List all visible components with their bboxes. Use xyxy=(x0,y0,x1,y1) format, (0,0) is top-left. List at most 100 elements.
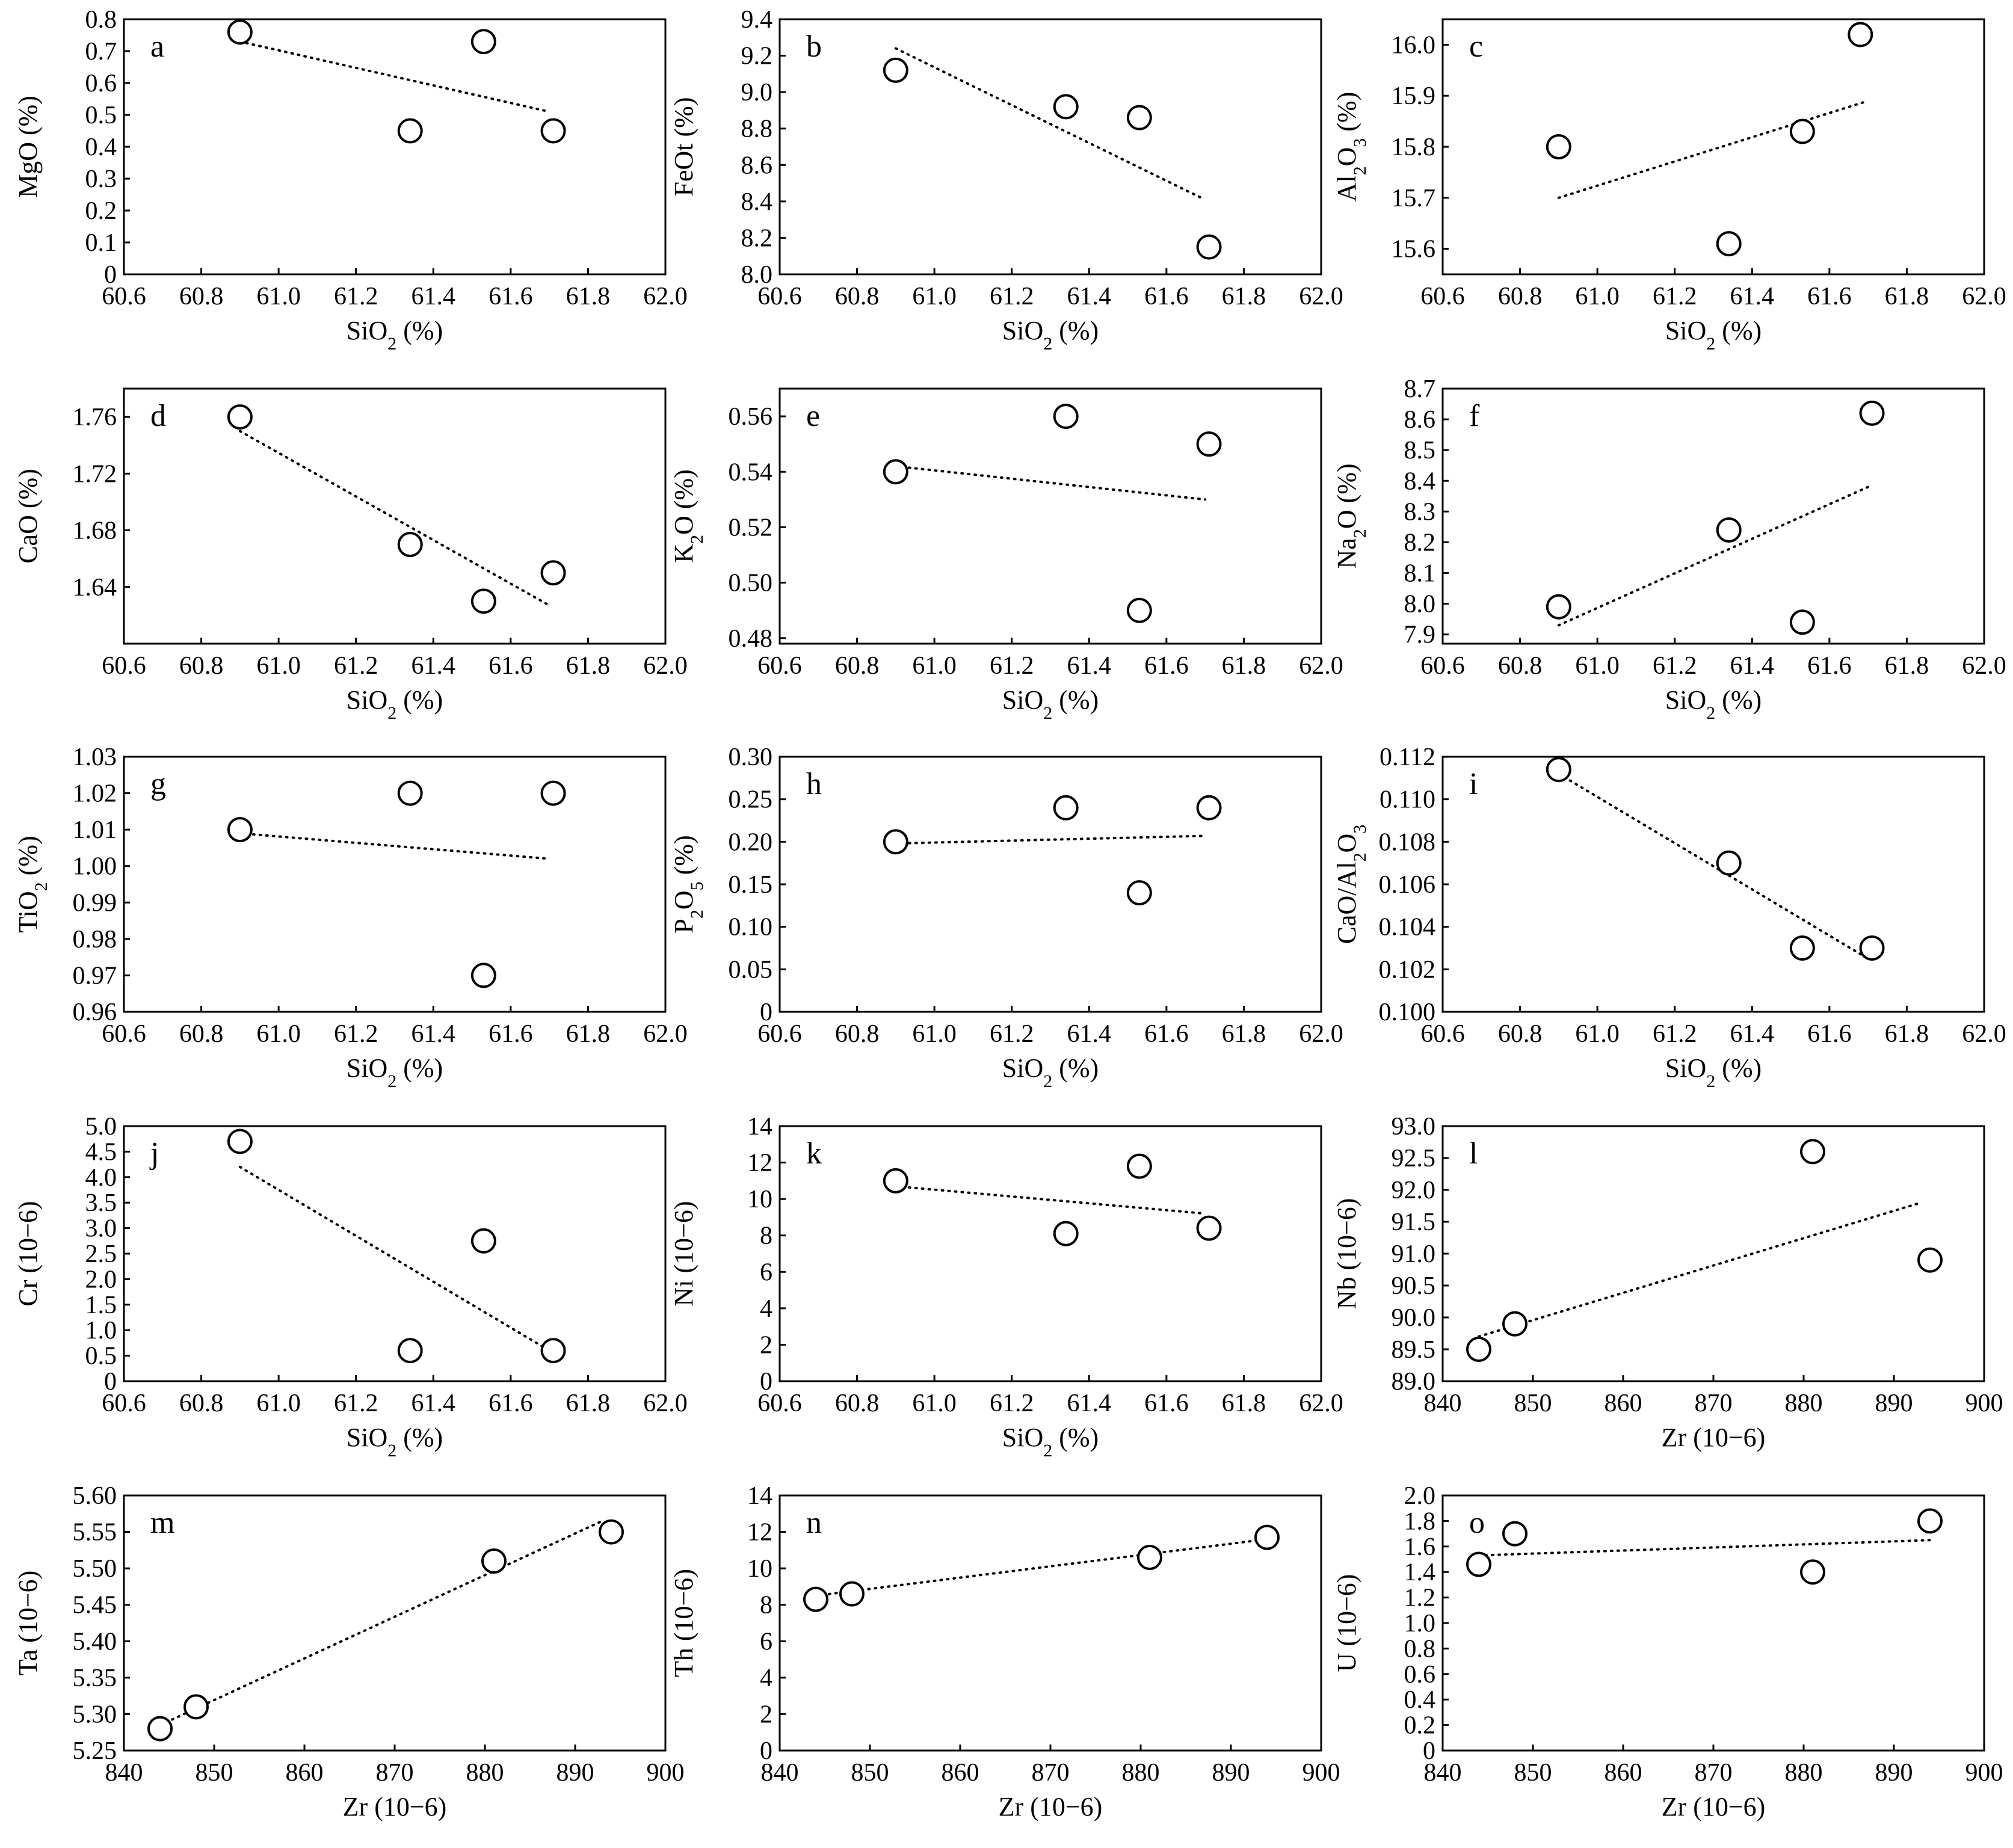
y-axis-title: Al2O3 (%) xyxy=(1332,92,1370,202)
y-tick-label: 8.1 xyxy=(1404,560,1436,588)
x-tick-label: 60.6 xyxy=(757,1390,802,1417)
x-tick-label: 61.8 xyxy=(1885,1020,1929,1048)
y-axis-title: Na2O (%) xyxy=(1332,463,1370,568)
panel-letter: h xyxy=(806,767,822,801)
x-tick-label: 60.8 xyxy=(179,1390,224,1417)
plot-frame xyxy=(1441,387,1985,645)
data-point xyxy=(1800,1559,1825,1585)
y-tick-label: 8.8 xyxy=(741,116,773,143)
data-point xyxy=(1848,22,1873,48)
x-tick-label: 62.0 xyxy=(1299,1390,1343,1417)
x-tick-label: 61.4 xyxy=(412,283,456,310)
y-tick-label: 15.7 xyxy=(1392,185,1436,212)
x-tick-label: 61.0 xyxy=(912,1020,957,1048)
y-tick-label: 90.0 xyxy=(1392,1304,1436,1332)
x-tick-label: 890 xyxy=(1212,1759,1250,1787)
y-tick-label: 0.112 xyxy=(1380,744,1435,771)
y-axis-title: TiO2 (%) xyxy=(13,836,51,932)
data-point xyxy=(883,57,908,83)
y-tick-label: 92.5 xyxy=(1392,1145,1436,1172)
data-point xyxy=(839,1581,865,1607)
y-tick-label: 0.20 xyxy=(729,828,773,856)
y-tick-label: 0.1 xyxy=(85,229,117,257)
y-axis-title: P2O5 (%) xyxy=(669,835,707,933)
x-tick-label: 62.0 xyxy=(1299,1020,1343,1048)
y-axis-title: Ta (10−6) xyxy=(13,1571,43,1675)
y-tick-label: 15.8 xyxy=(1392,134,1436,161)
y-tick-label: 16.0 xyxy=(1392,31,1436,59)
x-tick-label: 61.2 xyxy=(334,1020,378,1048)
x-tick-label: 60.8 xyxy=(1498,283,1543,310)
trend-line xyxy=(238,1165,551,1352)
y-tick-label: 0.98 xyxy=(73,926,117,953)
y-tick-label: 0.97 xyxy=(73,962,117,990)
x-tick-label: 60.6 xyxy=(102,652,146,680)
panel-a: 60.6 60.8 61.0 61.2 61.4 61.6 61.8 62.0 0 0.1 0.2 0… xyxy=(13,6,688,354)
y-tick-label: 0.50 xyxy=(729,570,773,597)
data-point xyxy=(883,459,908,485)
x-tick-label: 900 xyxy=(1965,1390,2003,1417)
y-tick-label: 0 xyxy=(104,261,117,289)
x-tick-label: 870 xyxy=(376,1759,414,1787)
y-tick-label: 0.10 xyxy=(729,914,773,941)
y-tick-label: 0.6 xyxy=(1404,1661,1436,1689)
y-tick-label: 5.30 xyxy=(73,1701,117,1728)
plot-frame xyxy=(123,756,667,1013)
x-tick-label: 850 xyxy=(1514,1390,1552,1417)
y-tick-label: 0.5 xyxy=(85,102,117,129)
y-tick-label: 10 xyxy=(747,1186,772,1213)
x-tick-label: 60.6 xyxy=(1420,1020,1465,1048)
data-point xyxy=(481,1548,507,1574)
x-tick-label: 900 xyxy=(1302,1759,1340,1787)
panel-m: 840 850 860 870 880 890 900 5.25 5.30 5.35 5.40 5.4… xyxy=(13,1482,685,1822)
x-tick-label: 880 xyxy=(1785,1390,1823,1417)
y-tick-label: 5.0 xyxy=(85,1113,117,1141)
y-tick-label: 9.4 xyxy=(741,6,773,34)
x-tick-label: 61.0 xyxy=(256,283,301,310)
x-tick-label: 880 xyxy=(466,1759,504,1787)
data-point xyxy=(1502,1311,1527,1337)
y-tick-label: 5.40 xyxy=(73,1628,117,1656)
y-tick-label: 12 xyxy=(747,1519,772,1547)
y-tick-label: 0.30 xyxy=(729,744,773,771)
x-tick-label: 61.8 xyxy=(566,283,611,310)
data-point xyxy=(470,1228,496,1254)
x-tick-label: 61.6 xyxy=(1144,1390,1189,1417)
x-tick-label: 61.2 xyxy=(334,1390,378,1417)
x-axis-title: SiO2 (%) xyxy=(1665,685,1762,723)
y-axis-title: CaO (%) xyxy=(13,469,43,564)
plot-frame xyxy=(123,1125,667,1382)
x-tick-label: 880 xyxy=(1785,1759,1823,1787)
x-axis-title: SiO2 (%) xyxy=(347,1423,443,1461)
data-point xyxy=(1053,1221,1079,1246)
x-tick-label: 61.2 xyxy=(990,1390,1034,1417)
x-tick-label: 61.8 xyxy=(566,1020,611,1048)
y-tick-label: 2 xyxy=(760,1701,772,1728)
data-point xyxy=(470,962,496,988)
y-tick-label: 9.0 xyxy=(741,79,773,106)
data-point xyxy=(397,780,423,806)
x-axis-title: SiO2 (%) xyxy=(347,1053,443,1091)
y-tick-label: 8.6 xyxy=(1404,406,1436,434)
data-point xyxy=(470,588,496,614)
data-point xyxy=(1716,517,1742,543)
data-point xyxy=(1053,795,1079,821)
x-axis-title: SiO2 (%) xyxy=(1665,316,1762,354)
x-tick-label: 61.8 xyxy=(1222,1020,1266,1048)
trend-line xyxy=(238,430,551,607)
x-tick-label: 60.6 xyxy=(1420,283,1465,310)
y-axis-title: Nb (10−6) xyxy=(1332,1198,1361,1310)
x-tick-label: 61.0 xyxy=(912,652,957,680)
data-point xyxy=(1466,1337,1491,1362)
y-tick-label: 8 xyxy=(760,1592,772,1619)
x-axis-title: SiO2 (%) xyxy=(347,685,443,723)
y-tick-label: 6 xyxy=(760,1628,772,1656)
x-tick-label: 61.2 xyxy=(1653,652,1697,680)
y-tick-label: 7.9 xyxy=(1404,621,1436,649)
x-tick-label: 61.2 xyxy=(1653,283,1697,310)
data-point xyxy=(397,118,423,144)
y-tick-label: 1.00 xyxy=(73,853,117,881)
x-tick-label: 61.8 xyxy=(1885,283,1929,310)
y-tick-label: 4 xyxy=(760,1295,772,1323)
x-axis-title: SiO2 (%) xyxy=(1002,685,1099,723)
